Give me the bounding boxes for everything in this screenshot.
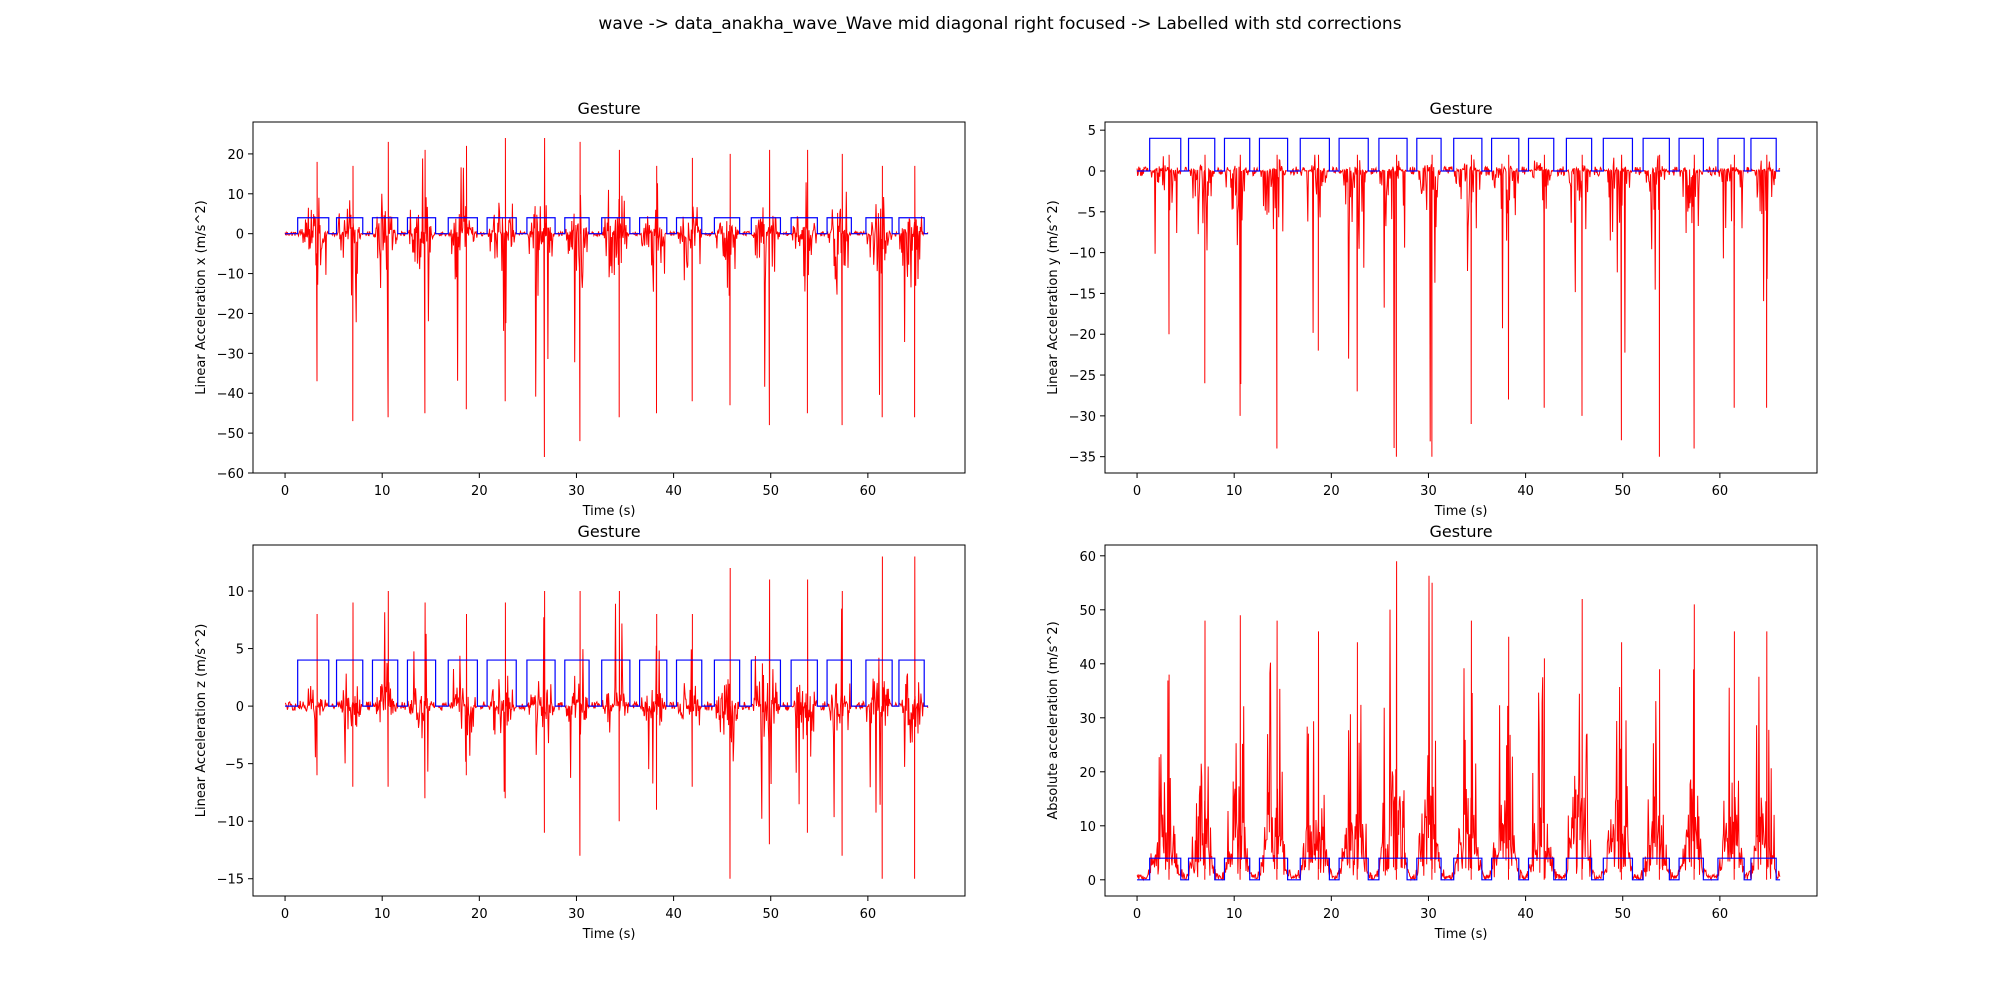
x-tick-label: 50 (1614, 907, 1631, 922)
x-axis-label: Time (s) (582, 927, 636, 942)
chart-panel-2: 0 10 20 30 40 50 60 −35 −30 −25 −20 −15 −10 −5 0 5 Gestu… (1046, 99, 1818, 519)
y-tick-label: −40 (217, 387, 244, 402)
y-tick-label: −15 (1069, 287, 1096, 302)
x-tick-label: 30 (568, 907, 585, 922)
x-tick-label: 20 (471, 907, 488, 922)
gesture-label-line (1137, 137, 1781, 172)
x-tick-label: 50 (762, 907, 779, 922)
x-tick-label: 40 (1517, 484, 1534, 499)
signal-series-line (1136, 561, 1781, 882)
y-tick-label: −25 (1069, 369, 1096, 384)
chart-title: Gesture (577, 522, 640, 541)
x-tick-label: 30 (1420, 907, 1437, 922)
y-axis-label: Linear Acceleration z (m/s^2) (194, 624, 209, 818)
y-tick-label: 5 (1088, 124, 1096, 139)
x-tick-label: 40 (1517, 907, 1534, 922)
x-tick-label: 10 (1226, 907, 1243, 922)
y-tick-label: −15 (217, 873, 244, 888)
x-tick-label: 10 (1226, 484, 1243, 499)
y-tick-label: −10 (217, 268, 244, 283)
plot-area (1136, 137, 1781, 457)
figure-suptitle: wave -> data_anakha_wave_Wave mid diagon… (598, 14, 1402, 34)
x-tick-label: 30 (568, 484, 585, 499)
signal-series-line (285, 556, 929, 879)
x-tick-label: 10 (374, 484, 391, 499)
axes-frame (252, 544, 966, 897)
y-tick-label: −35 (1069, 451, 1096, 466)
y-tick-label: 20 (1079, 766, 1096, 781)
y-tick-label: −10 (1069, 247, 1096, 262)
x-tick-label: 60 (860, 907, 877, 922)
signal-series-line (1136, 154, 1781, 457)
x-tick-label: 0 (281, 907, 289, 922)
y-tick-label: 0 (1088, 874, 1096, 889)
x-tick-label: 60 (1712, 907, 1729, 922)
gesture-label-line (285, 659, 929, 707)
y-tick-label: 10 (1079, 820, 1096, 835)
chart-panel-4: 0 10 20 30 40 50 60 0 10 20 30 40 50 60 Gesture Time (s… (1046, 522, 1818, 942)
y-tick-label: 20 (227, 148, 244, 163)
x-tick-label: 20 (471, 484, 488, 499)
x-tick-label: 40 (665, 907, 682, 922)
y-tick-label: −5 (225, 758, 244, 773)
y-tick-label: −60 (217, 467, 244, 482)
y-tick-label: −20 (217, 307, 244, 322)
x-tick-label: 20 (1323, 907, 1340, 922)
y-tick-label: 50 (1079, 604, 1096, 619)
signal-series-line (284, 137, 929, 458)
chart-panel-1: 0 10 20 30 40 50 60 −60 −50 −40 −30 −20 −10 0 10 20 Gest… (194, 99, 966, 519)
y-tick-label: −30 (1069, 410, 1096, 425)
x-tick-label: 0 (281, 484, 289, 499)
x-axis-label: Time (s) (582, 504, 636, 519)
y-tick-label: 0 (236, 700, 244, 715)
x-tick-label: 30 (1420, 484, 1437, 499)
axes-frame (1104, 121, 1818, 474)
x-tick-label: 50 (762, 484, 779, 499)
chart-title: Gesture (1429, 522, 1492, 541)
gesture-label-line (285, 217, 929, 235)
x-tick-label: 60 (860, 484, 877, 499)
y-tick-label: −20 (1069, 328, 1096, 343)
y-tick-label: −50 (217, 427, 244, 442)
x-tick-label: 50 (1614, 484, 1631, 499)
x-tick-label: 0 (1133, 484, 1141, 499)
y-axis-label: Linear Acceleration y (m/s^2) (1046, 200, 1061, 394)
axes-frame (252, 121, 966, 474)
y-tick-label: 0 (1088, 165, 1096, 180)
x-tick-label: 60 (1712, 484, 1729, 499)
x-axis-label: Time (s) (1434, 927, 1488, 942)
x-tick-label: 40 (665, 484, 682, 499)
chart-title: Gesture (1429, 99, 1492, 118)
y-axis-label: Linear Acceleration x (m/s^2) (194, 200, 209, 394)
chart-panel-3: 0 10 20 30 40 50 60 −15 −10 −5 0 5 10 Gesture Time (s)… (194, 522, 966, 942)
y-tick-label: −10 (217, 815, 244, 830)
y-tick-label: 0 (236, 228, 244, 243)
y-tick-label: −30 (217, 347, 244, 362)
y-tick-label: 30 (1079, 712, 1096, 727)
y-tick-label: 40 (1079, 658, 1096, 673)
x-tick-label: 0 (1133, 907, 1141, 922)
axes-frame (1104, 544, 1818, 897)
chart-title: Gesture (577, 99, 640, 118)
plot-area (285, 556, 929, 879)
y-tick-label: −5 (1077, 206, 1096, 221)
plot-area (1136, 561, 1781, 882)
x-tick-label: 10 (374, 907, 391, 922)
y-tick-label: 10 (227, 585, 244, 600)
x-axis-label: Time (s) (1434, 504, 1488, 519)
y-tick-label: 60 (1079, 550, 1096, 565)
plot-area (284, 137, 929, 458)
x-tick-label: 20 (1323, 484, 1340, 499)
y-tick-label: 5 (236, 643, 244, 658)
gesture-label-line (1137, 857, 1781, 881)
y-axis-label: Absolute acceleration (m/s^2) (1046, 621, 1061, 819)
y-tick-label: 10 (227, 188, 244, 203)
